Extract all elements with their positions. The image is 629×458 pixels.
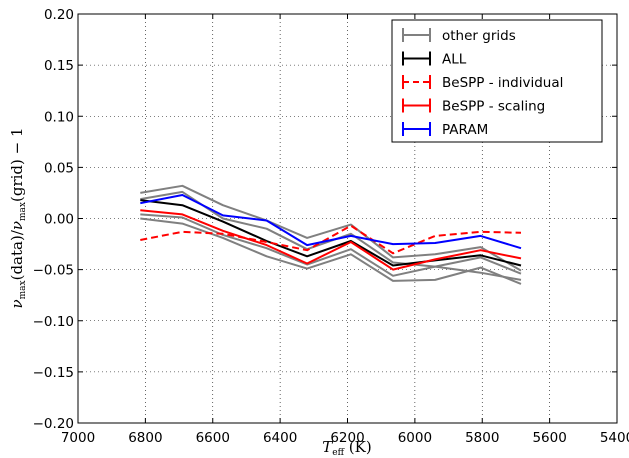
x-tick-label: 6200 [330,430,364,446]
legend-label: BeSPP - individual [442,75,563,91]
y-tick-label: 0.10 [44,109,74,125]
legend-swatch [402,28,431,42]
series-line-7 [140,194,522,250]
series-line-0 [140,184,522,272]
series-lines [140,184,522,285]
y-tick-label: −0.10 [33,314,74,330]
legend-label: other grids [442,28,516,44]
y-tick-label: −0.20 [33,416,74,432]
y-tick-label: 0.05 [44,160,74,176]
y-axis-label: νmax(data)/νmax(grid) − 1 [8,127,28,308]
series-line-6 [140,209,522,271]
y-tick-label: −0.15 [33,365,74,381]
x-tick-label: 5800 [465,430,499,446]
x-tick-label: 6000 [398,430,432,446]
legend-label: PARAM [442,122,488,138]
legend-label: ALL [442,52,467,68]
y-tick-label: 0.20 [44,7,74,23]
legend: other grids ALL BeSPP - individual BeSPP - … [391,19,603,143]
series-line-1 [140,213,522,277]
legend-swatch [402,122,431,136]
series-line-3 [140,190,522,281]
x-tick-label: 7000 [61,430,95,446]
x-tick-label: 6600 [196,430,230,446]
x-axis-label: Teff (K) [322,438,371,458]
legend-swatch [402,51,431,66]
series-line-2 [140,217,522,285]
axis-ticks: 7000 6800 6600 6400 6200 6000 5800 5600 5400 −0.2… [33,7,629,446]
x-tick-label: 5600 [532,430,566,446]
legend-swatch [402,75,431,89]
legend-swatch [402,98,431,113]
x-tick-label: 6400 [263,430,297,446]
x-tick-label: 6800 [128,430,162,446]
y-tick-label: 0.00 [44,212,74,228]
x-tick-label: 5400 [600,430,629,446]
y-tick-label: 0.15 [44,58,74,74]
y-tick-label: −0.05 [33,263,74,279]
legend-label: BeSPP - scaling [442,99,545,115]
series-line-4 [140,199,522,267]
